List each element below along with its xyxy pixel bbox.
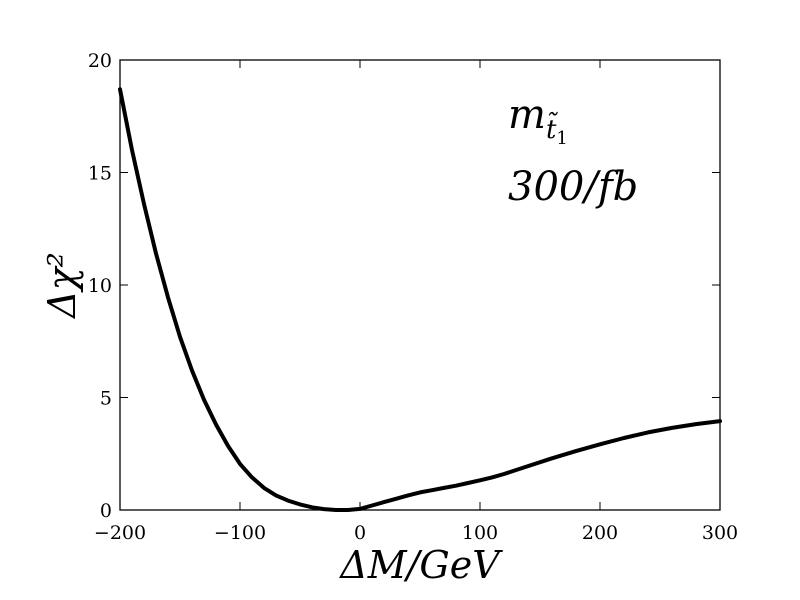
y-tick-label: 20 bbox=[88, 50, 112, 72]
plot-area bbox=[118, 59, 722, 512]
annotation-symbol: m bbox=[508, 92, 546, 138]
x-tick-label: −100 bbox=[214, 522, 266, 544]
series-line-0 bbox=[118, 87, 722, 512]
plot-frame bbox=[119, 59, 721, 511]
x-axis-label: ΔM/GeV bbox=[338, 543, 503, 587]
y-tick-label: 5 bbox=[100, 388, 112, 410]
x-tick-label: 100 bbox=[462, 522, 498, 544]
ticks bbox=[119, 59, 721, 511]
annotation-subscript: t̃ bbox=[546, 111, 559, 145]
y-axis-label: Δχ² bbox=[40, 252, 84, 320]
x-tick-label: 0 bbox=[354, 522, 366, 544]
annotation: mt̃1 300/fb bbox=[508, 92, 638, 210]
x-tick-label: −200 bbox=[94, 522, 146, 544]
svg-text:mt̃1: mt̃1 bbox=[508, 92, 568, 149]
y-tick-label: 0 bbox=[100, 500, 112, 522]
tick-labels: −200 −100 0 100 200 300 0 5 10 15 20 bbox=[88, 50, 738, 544]
annotation-subsubscript: 1 bbox=[556, 128, 567, 149]
x-tick-label: 300 bbox=[702, 522, 738, 544]
x-tick-label: 200 bbox=[582, 522, 618, 544]
annotation-luminosity: 300/fb bbox=[508, 164, 638, 210]
y-tick-label: 15 bbox=[88, 163, 112, 185]
y-tick-label: 10 bbox=[88, 275, 112, 297]
